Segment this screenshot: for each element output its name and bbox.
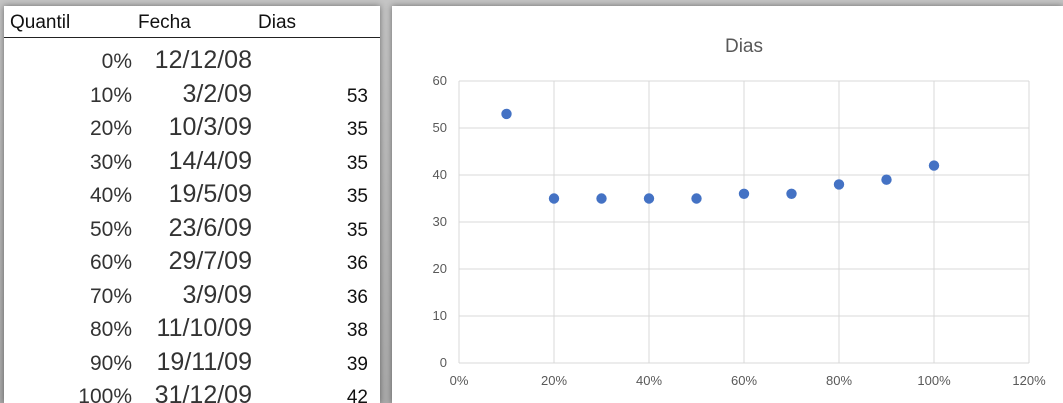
x-tick-label: 40% xyxy=(636,373,662,388)
header-quantil: Quantil xyxy=(10,12,71,33)
cell-fecha: 29/7/09 xyxy=(168,247,252,275)
cell-fecha: 10/3/09 xyxy=(168,113,252,141)
cell-fecha: 19/5/09 xyxy=(168,180,252,208)
table-row: 0% 12/12/08 xyxy=(4,44,380,77)
table-row: 80% 11/10/09 38 xyxy=(4,312,380,345)
cell-dias: 35 xyxy=(346,152,368,174)
cell-quantil: 20% xyxy=(89,117,132,140)
cell-dias: 35 xyxy=(346,219,368,241)
table-row: 60% 29/7/09 36 xyxy=(4,245,380,278)
table-row: 30% 14/4/09 35 xyxy=(4,145,380,178)
cell-fecha: 14/4/09 xyxy=(168,146,252,175)
data-point xyxy=(643,193,655,204)
data-point xyxy=(881,174,892,185)
x-tick-label: 60% xyxy=(731,373,757,388)
cell-dias: 53 xyxy=(346,85,368,107)
x-tick-label: 100% xyxy=(917,373,951,388)
data-point xyxy=(501,108,512,120)
table-row: 50% 23/6/09 35 xyxy=(4,212,380,245)
y-tick-label: 0 xyxy=(440,355,447,370)
x-tick-label: 0% xyxy=(450,373,469,388)
cell-quantil: 50% xyxy=(89,217,132,241)
x-tick-label: 80% xyxy=(826,373,852,388)
scatter-chart: Dias 0 10 20 30 40 50 60 0% 20% 40% 60% 80% 100% 120% xyxy=(433,36,1047,388)
data-point xyxy=(691,193,702,204)
cell-dias: 39 xyxy=(346,353,368,375)
cell-dias: 36 xyxy=(346,286,368,308)
cell-dias: 36 xyxy=(346,253,368,274)
table-row: 40% 19/5/09 35 xyxy=(4,178,380,211)
cell-fecha: 31/12/09 xyxy=(154,381,252,403)
data-point xyxy=(596,193,607,204)
table-header-row: Quantil Fecha Dias xyxy=(4,6,380,38)
cell-dias: 35 xyxy=(346,119,368,140)
cell-fecha: 11/10/09 xyxy=(156,314,252,342)
cell-fecha: 3/9/09 xyxy=(182,280,252,309)
cell-dias: 38 xyxy=(346,320,368,341)
cell-quantil: 40% xyxy=(89,184,132,207)
chart-panel: Dias 0 10 20 30 40 50 60 0% 20% 40% 60% 80% 100% 120% xyxy=(392,6,1063,403)
x-tick-label: 120% xyxy=(1012,373,1046,388)
cell-dias: 35 xyxy=(346,186,368,207)
cell-quantil: 30% xyxy=(89,150,132,174)
cell-quantil: 10% xyxy=(89,83,132,107)
data-point xyxy=(738,188,750,199)
y-tick-label: 60 xyxy=(433,73,447,88)
header-fecha: Fecha xyxy=(138,12,191,33)
y-tick-label: 20 xyxy=(433,261,447,276)
cell-fecha: 19/11/09 xyxy=(156,347,252,376)
cell-dias: 42 xyxy=(346,387,368,403)
header-dias: Dias xyxy=(258,12,297,33)
y-tick-label: 10 xyxy=(433,308,447,323)
cell-quantil: 0% xyxy=(101,50,132,73)
table-row: 70% 3/9/09 36 xyxy=(4,279,380,312)
cell-fecha: 23/6/09 xyxy=(168,213,252,242)
y-tick-label: 40 xyxy=(433,167,447,182)
data-point xyxy=(786,188,797,199)
cell-fecha: 3/2/09 xyxy=(182,79,252,108)
cell-quantil: 80% xyxy=(89,318,132,341)
chart-title: Dias xyxy=(725,36,763,57)
data-point xyxy=(548,193,560,204)
data-point xyxy=(833,179,845,190)
cell-quantil: 100% xyxy=(78,385,132,403)
table-row: 10% 3/2/09 53 xyxy=(4,78,380,111)
data-point xyxy=(928,160,940,171)
cell-quantil: 70% xyxy=(89,284,132,308)
cell-fecha: 12/12/08 xyxy=(154,46,252,74)
cell-quantil: 60% xyxy=(89,251,132,274)
x-tick-label: 20% xyxy=(541,373,567,388)
table-row: 100% 31/12/09 42 xyxy=(4,379,380,403)
y-tick-label: 50 xyxy=(433,120,447,135)
spreadsheet-table: Quantil Fecha Dias 0% 12/12/08 10% 3/2/09 53… xyxy=(4,6,380,403)
table-row: 20% 10/3/09 35 xyxy=(4,111,380,144)
table-row: 90% 19/11/09 39 xyxy=(4,346,380,379)
cell-quantil: 90% xyxy=(89,351,132,375)
y-tick-label: 30 xyxy=(433,214,447,229)
